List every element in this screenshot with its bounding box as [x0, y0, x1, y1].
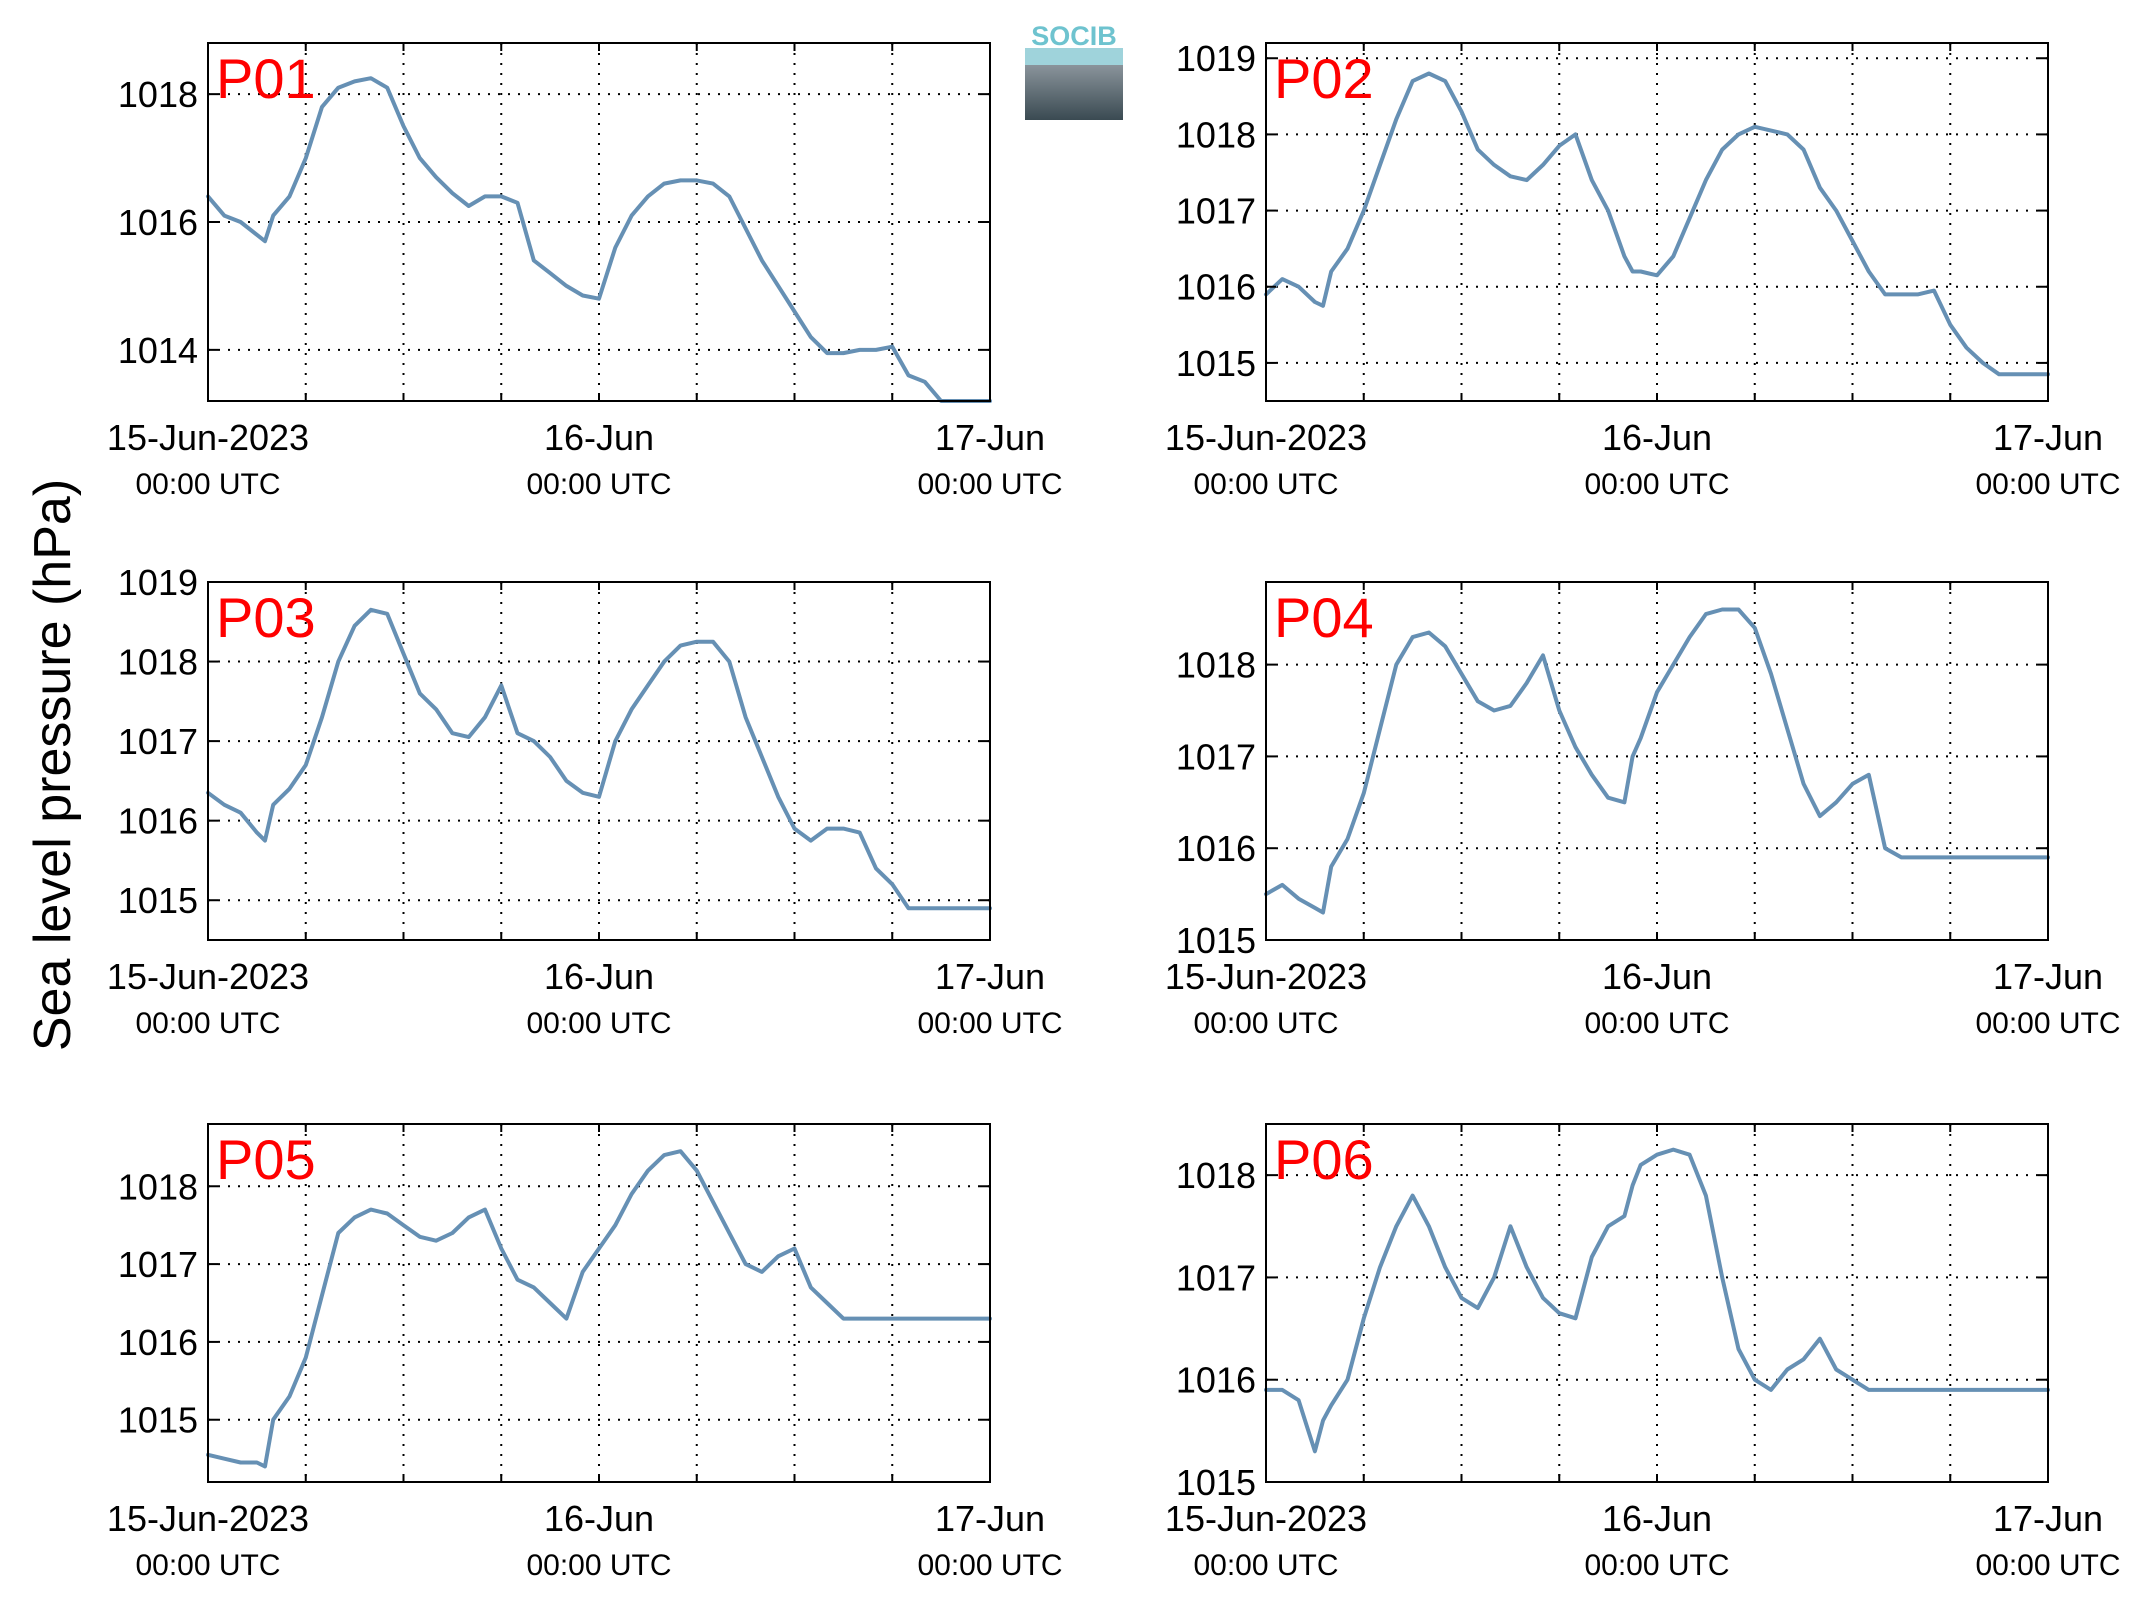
- series-line-p05: [206, 1149, 992, 1469]
- y-axis-label: Sea level pressure (hPa): [24, 479, 82, 1051]
- y-tick-label: 1019: [118, 562, 198, 603]
- axes-frame: [1265, 581, 2049, 941]
- x-tick-sublabel: 00:00 UTC: [917, 1549, 1062, 1582]
- x-tick-label: 17-Jun: [935, 417, 1045, 458]
- x-tick-label: 15-Jun-2023: [107, 956, 309, 997]
- axes-frame: [1265, 42, 2049, 402]
- x-tick-label: 17-Jun: [935, 1498, 1045, 1539]
- series-line-p03: [206, 607, 992, 911]
- x-tick-sublabel: 00:00 UTC: [1584, 1007, 1729, 1040]
- y-tick-label: 1015: [118, 1400, 198, 1441]
- y-tick-label: 1016: [1176, 828, 1256, 869]
- x-tick-label: 17-Jun: [1993, 1498, 2103, 1539]
- panel-p03: 1015 1016 1017 1018 1019 15-Jun-2023 00:00 UTC…: [107, 562, 1063, 1040]
- x-tick-sublabel: 00:00 UTC: [1193, 1007, 1338, 1040]
- y-tick-label: 1015: [1176, 1462, 1256, 1503]
- x-tick-label: 16-Jun: [1602, 417, 1712, 458]
- x-tick-sublabel: 00:00 UTC: [917, 1007, 1062, 1040]
- panel-p06: 1015 1016 1017 1018 15-Jun-2023 00:00 UTC 16-J…: [1165, 1123, 2121, 1582]
- station-label-p06: P06: [1274, 1128, 1374, 1191]
- y-tick-label: 1017: [1176, 191, 1256, 232]
- y-tick-label: 1017: [1176, 736, 1256, 777]
- x-tick-sublabel: 00:00 UTC: [135, 1007, 280, 1040]
- y-tick-label: 1018: [1176, 645, 1256, 686]
- x-tick-sublabel: 00:00 UTC: [1584, 1549, 1729, 1582]
- panel-p01: 1014 1016 1018 15-Jun-2023 00:00 UTC 16-Jun 00…: [107, 42, 1063, 501]
- station-label-p04: P04: [1274, 586, 1374, 649]
- x-tick-label: 15-Jun-2023: [1165, 956, 1367, 997]
- y-tick-label: 1015: [1176, 343, 1256, 384]
- x-tick-sublabel: 00:00 UTC: [1193, 468, 1338, 501]
- x-tick-label: 16-Jun: [544, 956, 654, 997]
- x-tick-label: 17-Jun: [935, 956, 1045, 997]
- panel-p04: 1015 1016 1017 1018 15-Jun-2023 00:00 UTC 16-J…: [1165, 581, 2121, 1040]
- x-tick-label: 15-Jun-2023: [1165, 417, 1367, 458]
- x-tick-label: 15-Jun-2023: [107, 417, 309, 458]
- y-tick-label: 1018: [1176, 1155, 1256, 1196]
- x-tick-sublabel: 00:00 UTC: [526, 1007, 671, 1040]
- axes-frame: [207, 581, 991, 941]
- station-label-p05: P05: [216, 1128, 316, 1191]
- x-tick-sublabel: 00:00 UTC: [526, 1549, 671, 1582]
- x-tick-label: 15-Jun-2023: [107, 1498, 309, 1539]
- x-tick-sublabel: 00:00 UTC: [1975, 1007, 2120, 1040]
- y-tick-label: 1018: [118, 74, 198, 115]
- x-tick-label: 16-Jun: [544, 417, 654, 458]
- y-tick-label: 1016: [1176, 1360, 1256, 1401]
- y-tick-label: 1017: [118, 1244, 198, 1285]
- x-tick-label: 15-Jun-2023: [1165, 1498, 1367, 1539]
- axes-frame: [1265, 1123, 2049, 1483]
- logo-wordmark: SOCIB: [1031, 21, 1117, 51]
- x-tick-sublabel: 00:00 UTC: [1584, 468, 1729, 501]
- y-tick-label: 1016: [118, 202, 198, 243]
- x-tick-sublabel: 00:00 UTC: [917, 468, 1062, 501]
- x-tick-label: 17-Jun: [1993, 956, 2103, 997]
- y-tick-label: 1019: [1176, 38, 1256, 79]
- x-tick-label: 16-Jun: [1602, 1498, 1712, 1539]
- y-tick-label: 1016: [118, 801, 198, 842]
- logo-body: [1025, 65, 1123, 120]
- socib-logo: SOCIB: [1025, 21, 1123, 120]
- y-tick-label: 1017: [118, 721, 198, 762]
- x-tick-sublabel: 00:00 UTC: [135, 468, 280, 501]
- station-label-p03: P03: [216, 586, 316, 649]
- y-tick-label: 1016: [1176, 267, 1256, 308]
- series-line-p01: [206, 76, 992, 403]
- x-tick-sublabel: 00:00 UTC: [135, 1549, 280, 1582]
- axes-frame: [207, 1123, 991, 1483]
- series-line-p02: [1264, 71, 2050, 377]
- panel-p02: 1015 1016 1017 1018 1019 15-Jun-2023 00:00 UTC…: [1165, 38, 2121, 501]
- y-tick-label: 1015: [118, 880, 198, 921]
- series-line-p06: [1264, 1147, 2050, 1454]
- y-tick-label: 1015: [1176, 920, 1256, 961]
- station-label-p02: P02: [1274, 47, 1374, 110]
- y-tick-label: 1014: [118, 330, 198, 371]
- y-tick-label: 1018: [118, 1166, 198, 1207]
- series-line-p04: [1264, 607, 2050, 915]
- x-tick-label: 17-Jun: [1993, 417, 2103, 458]
- x-tick-sublabel: 00:00 UTC: [1975, 468, 2120, 501]
- y-tick-label: 1018: [1176, 114, 1256, 155]
- x-tick-sublabel: 00:00 UTC: [526, 468, 671, 501]
- y-tick-label: 1018: [118, 642, 198, 683]
- x-tick-sublabel: 00:00 UTC: [1193, 1549, 1338, 1582]
- y-tick-label: 1017: [1176, 1257, 1256, 1298]
- station-label-p01: P01: [216, 47, 316, 110]
- x-tick-sublabel: 00:00 UTC: [1975, 1549, 2120, 1582]
- x-tick-label: 16-Jun: [1602, 956, 1712, 997]
- logo-top-band: [1025, 48, 1123, 65]
- panel-p05: 1015 1016 1017 1018 15-Jun-2023 00:00 UTC 16-J…: [107, 1123, 1063, 1582]
- x-tick-label: 16-Jun: [544, 1498, 654, 1539]
- y-tick-label: 1016: [118, 1322, 198, 1363]
